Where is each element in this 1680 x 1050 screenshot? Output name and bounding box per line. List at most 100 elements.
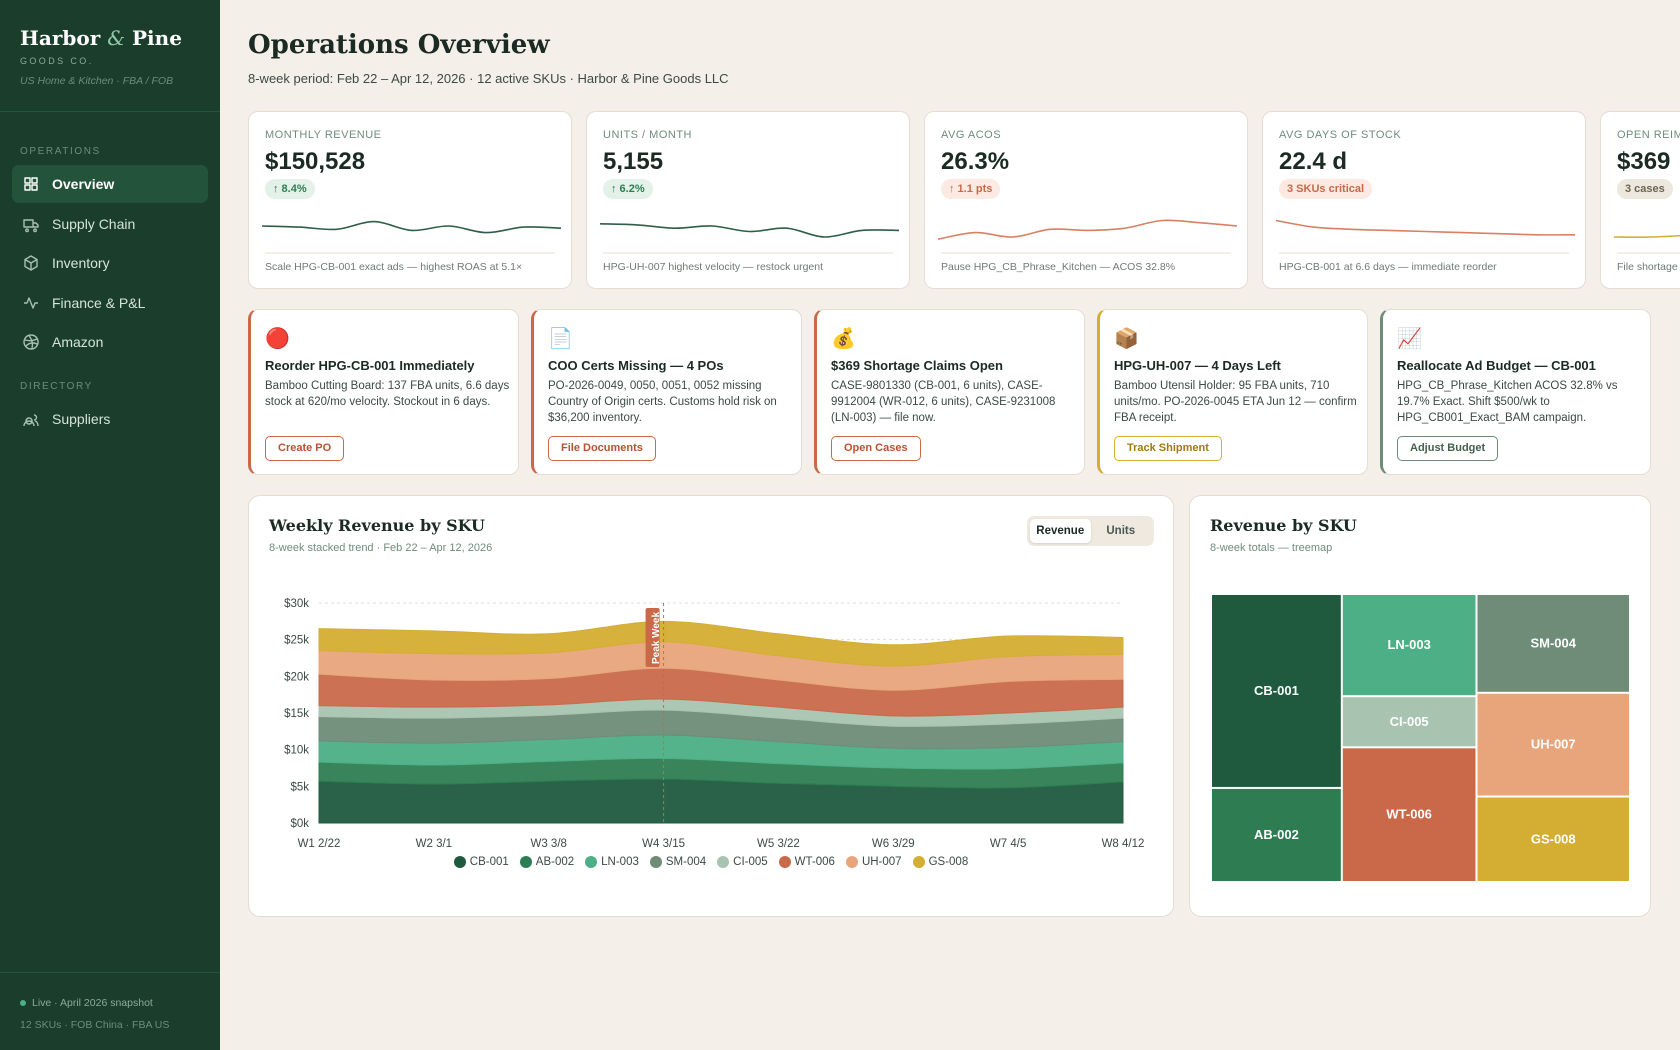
toggle-option[interactable]: Revenue bbox=[1030, 519, 1091, 543]
annotation-box bbox=[645, 608, 660, 667]
tagline: GOODS CO. bbox=[20, 56, 94, 66]
kpi-value: 26.3% bbox=[941, 148, 1010, 175]
kpi-badge: ↑ 6.2% bbox=[603, 179, 653, 199]
kpi-label: UNITS / MONTH bbox=[603, 129, 692, 141]
section-label: OPERATIONS bbox=[20, 146, 101, 157]
kpi-note: HPG-UH-007 highest velocity — restock ur… bbox=[603, 261, 824, 273]
action-button[interactable]: Adjust Budget bbox=[1397, 436, 1499, 461]
treemap-label: GS-008 bbox=[1531, 831, 1576, 846]
action-title: $369 Shortage Claims Open bbox=[831, 358, 1003, 373]
legend-item: AB-002 bbox=[519, 856, 574, 868]
page-title: Operations Overview bbox=[248, 30, 550, 60]
legend-swatch bbox=[845, 856, 858, 868]
treemap-tile bbox=[1477, 595, 1629, 692]
chart-title: Weekly Revenue by SKU bbox=[269, 516, 485, 535]
region: US Home & Kitchen · FBA / FOB bbox=[20, 75, 174, 87]
y-tick-label: $5k bbox=[290, 781, 309, 793]
kpi-value: 22.4 d bbox=[1279, 148, 1348, 175]
nav-item[interactable]: Amazon bbox=[12, 323, 208, 361]
legend-swatch bbox=[585, 856, 598, 868]
status: Live · April 2026 snapshot bbox=[20, 997, 153, 1009]
main: Operations Overview 8-week period: Feb 2… bbox=[220, 0, 1680, 1050]
kpi-value: $150,528 bbox=[265, 148, 366, 175]
y-tick-label: $15k bbox=[284, 708, 309, 720]
treemap-tile bbox=[1477, 693, 1629, 796]
sparkline-line bbox=[261, 220, 562, 234]
sparkline bbox=[937, 219, 1238, 254]
legend-swatch bbox=[717, 856, 730, 868]
icon-shape bbox=[23, 334, 39, 351]
y-tick-label: $25k bbox=[284, 635, 309, 647]
sparkline-line bbox=[1275, 219, 1576, 236]
action-body: PO-2026-0049, 0050, 0051, 0052 missing C… bbox=[548, 380, 777, 424]
sparkline-line bbox=[599, 223, 900, 238]
action-title: HPG-UH-007 — 4 Days Left bbox=[1114, 358, 1281, 373]
kpi-note: File shortage claims bbox=[1617, 261, 1680, 273]
action-title: Reorder HPG-CB-001 Immediately bbox=[265, 358, 475, 373]
meta: 12 SKUs · FOB China · FBA US bbox=[20, 1019, 170, 1031]
nav-item[interactable]: Supply Chain bbox=[12, 205, 208, 243]
action-body: Bamboo Cutting Board: 137 FBA units, 6.6… bbox=[265, 380, 510, 408]
kpi-card: AVG DAYS OF STOCK 22.4 d 3 SKUs critical HP… bbox=[1262, 111, 1586, 289]
treemap-panel: Revenue by SKU 8-week totals — treemap C… bbox=[1189, 495, 1651, 917]
nav-item[interactable]: Inventory bbox=[12, 244, 208, 282]
x-tick-label: W3 3/8 bbox=[530, 838, 566, 850]
action-title: Reallocate Ad Budget — CB-001 bbox=[1397, 358, 1596, 373]
action-body: CASE-9801330 (CB-001, 6 units), CASE-991… bbox=[831, 380, 1056, 424]
kpi-note: Scale HPG-CB-001 exact ads — highest ROA… bbox=[265, 261, 523, 273]
kpi-badge: 3 cases bbox=[1617, 179, 1673, 199]
brand-first: Harbor bbox=[20, 26, 101, 50]
action-button[interactable]: File Documents bbox=[548, 436, 656, 461]
toggle-option[interactable]: Units bbox=[1106, 525, 1136, 537]
sparkline bbox=[261, 220, 562, 254]
nav-icon bbox=[23, 218, 39, 232]
nav-item[interactable]: Suppliers bbox=[12, 400, 208, 438]
nav-item[interactable]: Overview bbox=[12, 165, 208, 203]
treemap-title: Revenue by SKU bbox=[1210, 516, 1357, 535]
treemap-tile bbox=[1212, 788, 1341, 881]
legend-swatch bbox=[453, 856, 466, 868]
divider bbox=[0, 111, 220, 112]
action-title: COO Certs Missing — 4 POs bbox=[548, 358, 724, 373]
area bbox=[318, 620, 1124, 667]
annotation-label: Peak Week bbox=[651, 612, 662, 665]
y-tick-label: $0k bbox=[290, 818, 309, 830]
y-tick-label: $20k bbox=[284, 671, 309, 683]
sparkline bbox=[599, 223, 900, 254]
sidebar: Harbor & Pine GOODS CO. US Home & Kitche… bbox=[0, 0, 220, 1050]
sparkline bbox=[1275, 219, 1576, 254]
legend: CB-001 AB-002 LN-003 SM-004 CI-005 WT-006 UH-0… bbox=[249, 856, 1173, 868]
icon-shape bbox=[24, 255, 38, 271]
nav-item[interactable]: Finance & P&L bbox=[12, 284, 208, 322]
action-button[interactable]: Open Cases bbox=[831, 436, 921, 461]
kpi-card: UNITS / MONTH 5,155 ↑ 6.2% HPG-UH-007 highe… bbox=[586, 111, 910, 289]
chart: $0k $5k $10k $15k $20k $25k $30k W1 2/22 W2 3/1 W… bbox=[284, 598, 1144, 850]
treemap-label: SM-004 bbox=[1530, 635, 1576, 650]
legend-item: CI-005 bbox=[717, 856, 768, 868]
brand-amp: & bbox=[107, 26, 126, 50]
treemap-label: AB-002 bbox=[1254, 827, 1299, 842]
action-card: 📦 HPG-UH-007 — 4 Days Left Bamboo Utensil … bbox=[1097, 309, 1368, 475]
kpi-card: AVG ACOS 26.3% ↑ 1.1 pts Pause HPG_CB_Phras… bbox=[924, 111, 1248, 289]
legend-label: CI-005 bbox=[733, 856, 768, 868]
nav-icon bbox=[23, 414, 39, 427]
brand: Harbor & Pine bbox=[20, 26, 182, 50]
treemap-tile bbox=[1212, 595, 1341, 787]
kpi-badge: ↑ 1.1 pts bbox=[941, 179, 1001, 199]
kpi-label: AVG ACOS bbox=[941, 129, 1002, 141]
action-button[interactable]: Create PO bbox=[265, 436, 345, 461]
nav-icon bbox=[24, 255, 38, 271]
treemap-tile bbox=[1342, 748, 1476, 881]
action-button[interactable]: Track Shipment bbox=[1114, 436, 1222, 461]
treemap-label: UH-007 bbox=[1531, 737, 1576, 752]
legend-swatch bbox=[649, 856, 662, 868]
icon-shape bbox=[23, 218, 39, 232]
action-card: 📄 COO Certs Missing — 4 POs PO-2026-0049, … bbox=[531, 309, 802, 475]
legend-label: LN-003 bbox=[601, 856, 639, 868]
section-label: DIRECTORY bbox=[20, 381, 93, 392]
action-icon: 💰 bbox=[831, 328, 856, 350]
icon-shape bbox=[23, 414, 39, 427]
kpi-label: OPEN REIMBURSEMENTS bbox=[1617, 129, 1680, 141]
nav-label: Inventory bbox=[52, 255, 110, 272]
revenue-panel: Weekly Revenue by SKU 8-week stacked tre… bbox=[248, 495, 1174, 917]
